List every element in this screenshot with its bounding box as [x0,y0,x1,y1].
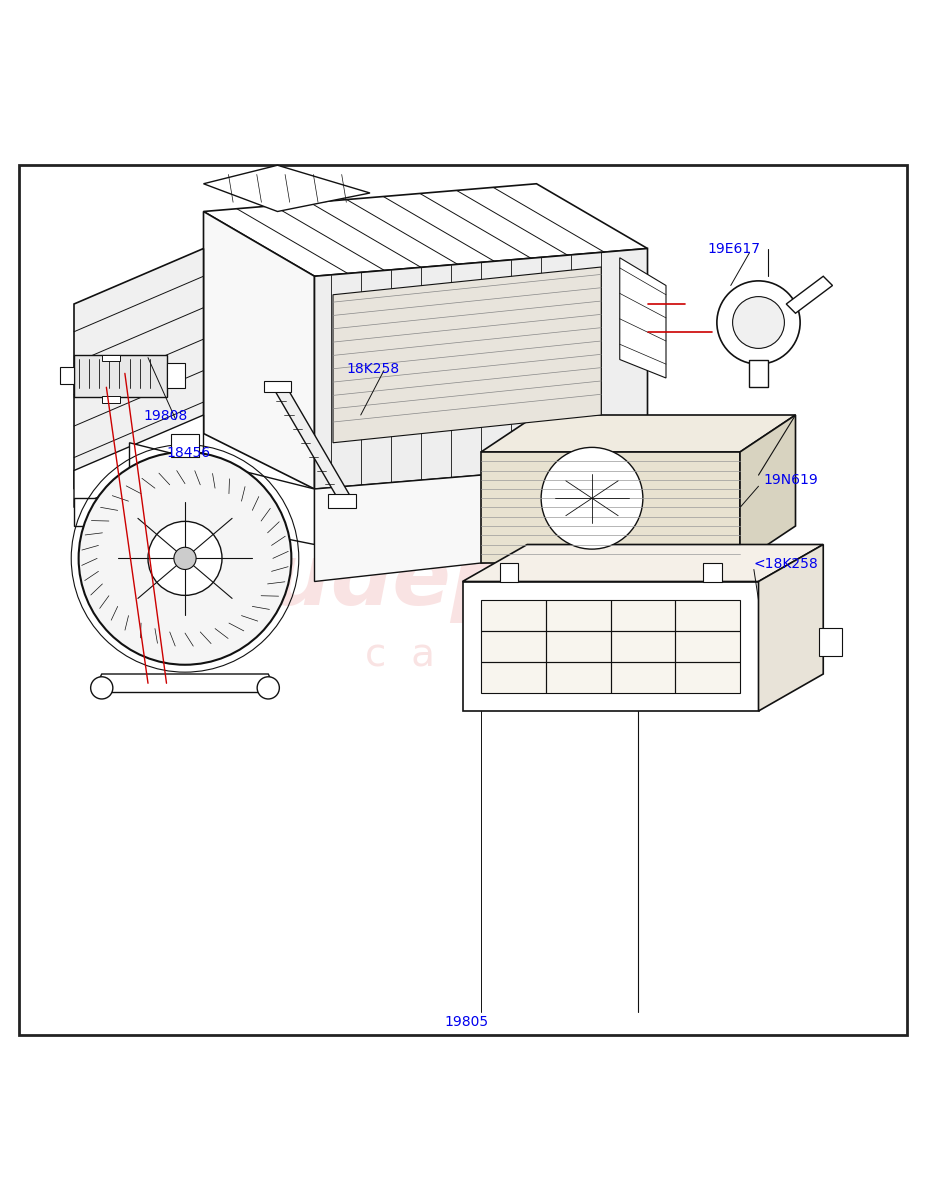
Polygon shape [204,166,370,211]
Text: 19805: 19805 [444,1014,488,1028]
Polygon shape [204,211,314,490]
Text: 18K258: 18K258 [347,362,400,377]
Bar [615,590,657,632]
Bar [574,550,615,590]
Bar [60,367,74,384]
Bar [698,508,740,550]
Text: 19E617: 19E617 [708,242,760,256]
Bar [819,628,842,655]
Bar [657,632,698,674]
Polygon shape [500,563,518,582]
Bar [481,600,740,692]
Bar [74,355,166,396]
Polygon shape [786,276,832,313]
Circle shape [91,677,113,698]
Circle shape [717,281,800,364]
Text: 19808: 19808 [143,409,188,422]
Polygon shape [462,545,823,582]
Text: 18456: 18456 [166,445,211,460]
Polygon shape [481,415,796,452]
Polygon shape [92,674,278,692]
Circle shape [174,547,196,570]
Circle shape [733,296,784,348]
Polygon shape [758,545,823,710]
Polygon shape [314,248,648,490]
Polygon shape [620,258,666,378]
Polygon shape [204,184,648,276]
Circle shape [257,677,279,698]
Circle shape [541,448,643,550]
Text: <18K258: <18K258 [754,557,819,571]
Text: 19N619: 19N619 [763,473,818,487]
Circle shape [79,452,291,665]
Polygon shape [130,443,314,545]
Text: saudepartes: saudepartes [161,540,764,623]
Bar [698,590,740,632]
Bar [102,355,120,361]
Bar [657,550,698,590]
Bar [171,433,199,457]
Polygon shape [740,415,796,563]
Polygon shape [74,248,204,490]
Polygon shape [481,452,740,563]
Polygon shape [462,582,758,710]
Bar [102,396,120,403]
Polygon shape [314,461,648,582]
Polygon shape [74,415,204,508]
Bar [615,508,657,550]
Bar [264,380,291,392]
Polygon shape [333,266,601,443]
Polygon shape [273,388,352,498]
Bar [574,632,615,674]
Text: c  a  r  t  s: c a r t s [364,636,561,674]
Polygon shape [74,498,120,526]
Bar [166,364,185,388]
Circle shape [148,521,222,595]
Polygon shape [749,360,768,388]
Bar [328,493,356,508]
Polygon shape [703,563,722,582]
